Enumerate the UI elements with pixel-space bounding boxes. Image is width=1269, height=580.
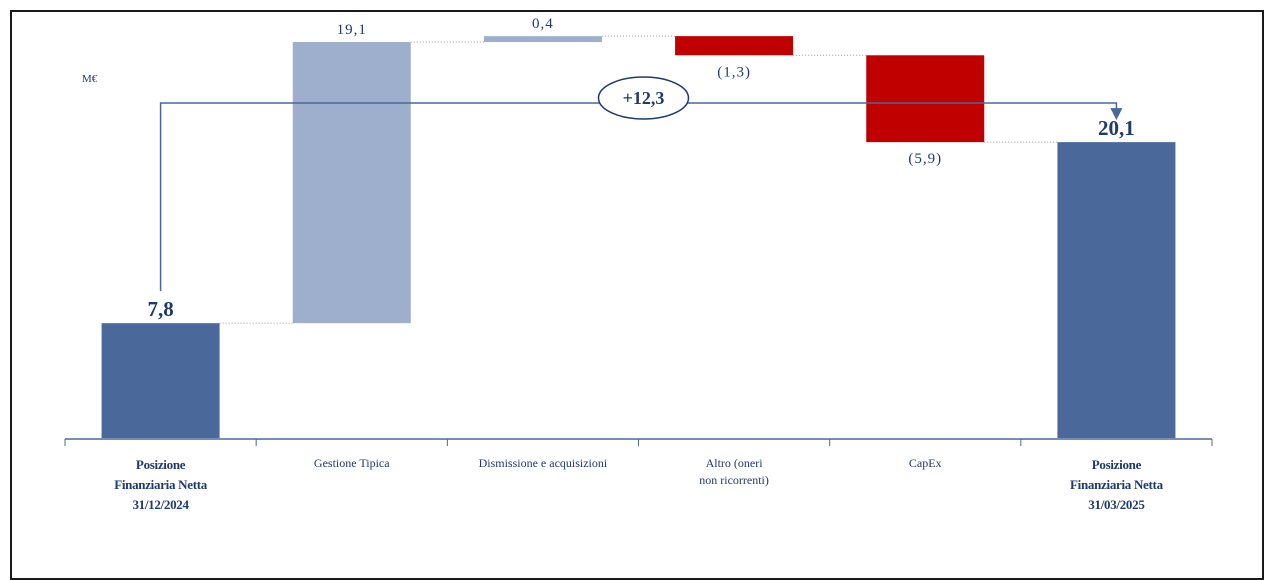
category-label: Dismissione e acquisizioni [479, 456, 608, 470]
data-label: 20,1 [1098, 116, 1135, 140]
category-label: Finanziaria Netta [114, 477, 208, 492]
data-label: (5,9) [908, 151, 942, 167]
total-change-bubble [597, 76, 690, 120]
bar [483, 36, 602, 43]
arrow-head [1110, 108, 1123, 121]
bar [675, 36, 794, 56]
data-label: (1,3) [717, 64, 751, 80]
category-label: CapEx [909, 456, 942, 470]
total-change-label: +12,3 [623, 88, 665, 108]
category-label: 31/03/2025 [1088, 497, 1145, 512]
data-label: 19,1 [337, 22, 367, 38]
category-label: Finanziaria Netta [1070, 477, 1164, 492]
category-label: Gestione Tipica [314, 456, 390, 470]
bar [101, 323, 220, 438]
bar [1057, 142, 1176, 439]
category-label: Posizione [136, 457, 186, 472]
data-label: 7,8 [147, 297, 173, 321]
unit-label: M€ [82, 73, 98, 85]
category-label: non ricorrenti) [699, 473, 769, 487]
category-label: Altro (oneri [706, 456, 764, 470]
category-label: Posizione [1092, 457, 1142, 472]
bar [292, 42, 411, 324]
bar [866, 55, 985, 143]
category-label: 31/12/2024 [132, 497, 189, 512]
data-label: 0,4 [532, 16, 554, 32]
